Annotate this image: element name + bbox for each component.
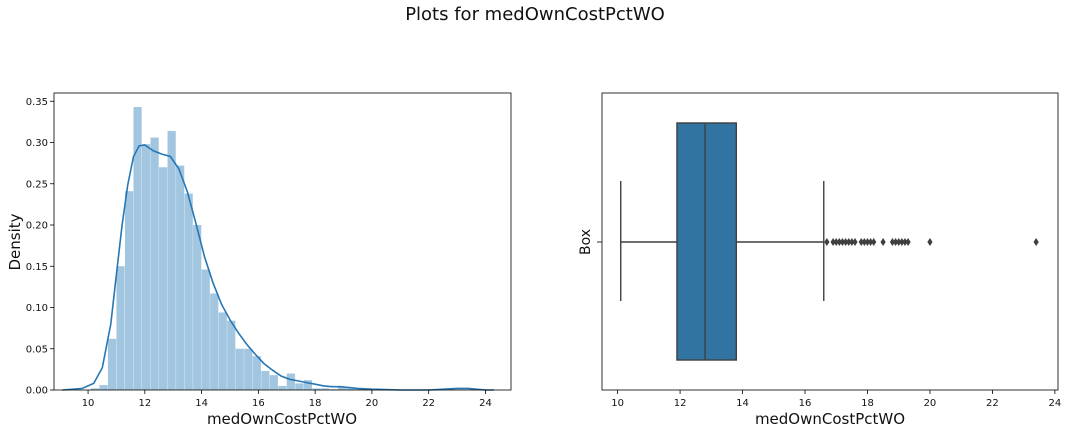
hist-y-tick-label: 0.00 [26,386,48,397]
hist-bar [99,385,108,390]
hist-bar [218,312,227,390]
hist-x-tick-label: 16 [252,398,265,409]
box-outlier [836,238,842,246]
box-panel: 10 12 14 16 18 20 22 24 Box medOwnCostPctWO [578,92,1061,428]
box-outlier [899,238,905,246]
hist-bar [193,225,202,390]
hist-bar [286,373,295,390]
hist-bar [261,371,270,390]
box-iqr [676,122,738,361]
box-x-tick-label: 10 [611,398,624,409]
box-outlier [871,238,877,246]
box-x-tick-label: 12 [674,398,687,409]
hist-y-tick-label: 0.35 [26,97,48,108]
box-outlier [833,238,839,246]
hist-bar [235,348,244,390]
hist-x-tick-label: 20 [366,398,379,409]
box-outlier [896,238,902,246]
hist-bar [252,356,261,390]
hist-bar [320,388,330,390]
hist-axes-frame [53,92,512,391]
hist-bar [116,266,125,390]
hist-y-ticks: 0.00 0.05 0.10 0.15 0.20 0.25 0.30 0.35 [26,97,54,397]
hist-x-tick-label: 24 [479,398,492,409]
box-outlier [830,238,836,246]
hist-bar [141,144,151,390]
box-outlier [849,238,855,246]
hist-bar [329,389,338,390]
box-outlier [905,238,911,246]
box-outlier [858,238,864,246]
hist-bar [167,130,176,390]
box-outlier [846,238,852,246]
hist-bar [90,388,100,390]
box-axes-frame [601,92,1059,391]
hist-bar [133,107,142,391]
hist-panel: 10 12 14 16 18 20 22 24 0.00 0.05 0.10 0.15 0.20 0.2… [6,92,512,428]
hist-y-tick-label: 0.30 [26,138,48,149]
box-outlier [902,238,908,246]
hist-y-tick-label: 0.20 [26,221,48,232]
hist-bar [150,137,159,390]
hist-bars [90,107,372,391]
hist-bar [124,191,134,390]
hist-bar [244,348,253,390]
box-outlier [927,238,933,246]
hist-bar [278,385,287,390]
box-outlier [868,238,874,246]
box-x-tick-label: 20 [924,398,937,409]
kde-line [62,144,494,391]
hist-x-tick-label: 22 [422,398,435,409]
hist-y-tick-label: 0.25 [26,179,48,190]
hist-bar [269,375,278,390]
hist-bar [201,269,210,390]
box-outlier [889,238,896,246]
hist-bar [107,338,117,390]
box-outlier [839,238,846,246]
hist-bar [346,387,355,390]
box-outlier [843,238,849,246]
box-outlier [892,238,899,246]
hist-y-tick-label: 0.10 [26,303,48,314]
hist-bar [159,167,168,390]
hist-y-tick-label: 0.15 [26,262,48,273]
figure-title: Plots for medOwnCostPctWO [405,4,665,25]
box-y-tick-label: Box [578,229,594,255]
box-x-axis-label: medOwnCostPctWO [755,410,905,428]
box-plot [620,122,1039,361]
box-x-tick-label: 18 [861,398,874,409]
hist-x-tick-label: 12 [138,398,151,409]
hist-x-tick-label: 18 [309,398,322,409]
hist-bar [337,386,347,390]
hist-bar [295,383,304,390]
hist-y-axis-label: Density [6,213,24,270]
box-outlier [1033,238,1039,246]
box-outlier [852,238,858,246]
hist-x-tick-label: 10 [82,398,95,409]
hist-bar [227,320,236,390]
hist-bar [303,380,313,390]
box-x-tick-label: 16 [799,398,812,409]
hist-bar [176,165,185,390]
box-x-ticks: 10 12 14 16 18 20 22 24 [611,390,1061,409]
hist-bar [312,388,321,390]
hist-bar [184,193,193,390]
box-x-tick-label: 14 [736,398,749,409]
box-outlier [864,238,871,246]
box-outlier [880,238,886,246]
hist-x-axis-label: medOwnCostPctWO [207,410,357,428]
hist-bar [210,293,219,390]
hist-x-ticks: 10 12 14 16 18 20 22 24 [82,390,492,409]
box-outlier [824,238,830,246]
box-x-tick-label: 24 [1049,398,1062,409]
hist-bar [354,389,364,390]
hist-x-tick-label: 14 [195,398,208,409]
box-outlier [861,238,867,246]
hist-y-tick-label: 0.05 [26,344,48,355]
box-x-tick-label: 22 [986,398,999,409]
